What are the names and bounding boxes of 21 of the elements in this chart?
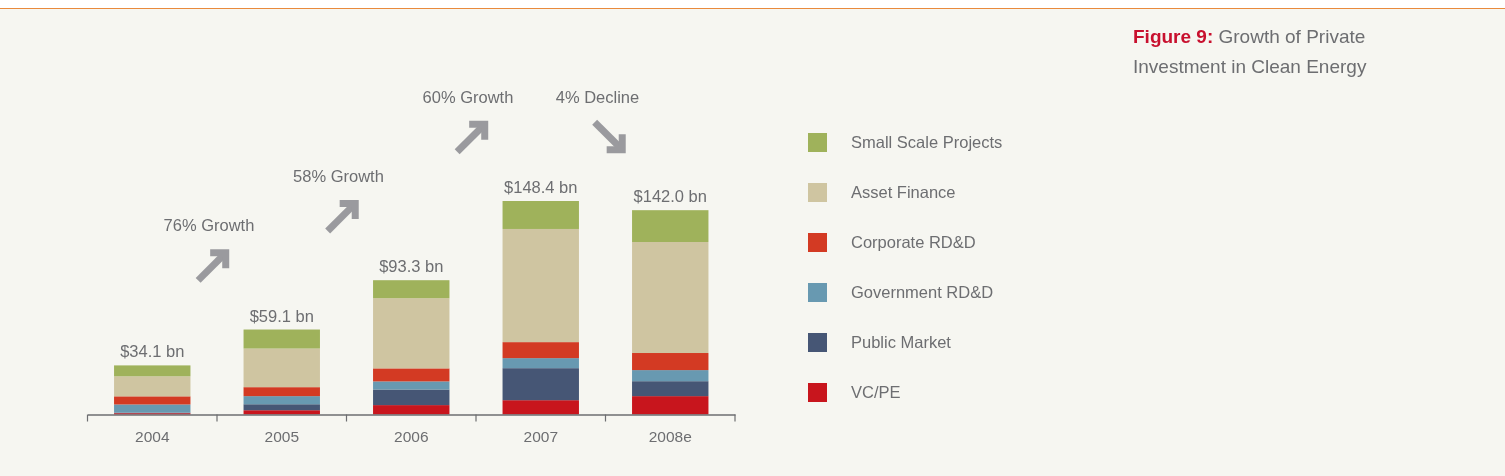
x-tick-label: 2004 bbox=[135, 427, 170, 445]
text: 58% Growth bbox=[293, 166, 384, 185]
text: 4% Decline bbox=[555, 87, 640, 106]
annotation: $93.3 bn bbox=[379, 257, 444, 276]
x-tick-label: 2006 bbox=[394, 427, 429, 445]
annotation: $34.1 bn bbox=[120, 342, 185, 361]
annotation: $148.4 bn bbox=[504, 178, 578, 196]
legend-label: Public Market bbox=[851, 333, 952, 352]
text: 60% Growth bbox=[422, 87, 514, 106]
legend-label: VC/PE bbox=[851, 383, 901, 402]
x-tick-label: 2005 bbox=[264, 427, 299, 445]
annotation: $59.1 bn bbox=[249, 306, 314, 325]
legend-label: Asset Finance bbox=[851, 183, 956, 202]
legend-label: Small Scale Projects bbox=[851, 133, 1003, 152]
legend-label: Corporate RD&D bbox=[851, 233, 976, 252]
annotation: 76% Growth bbox=[163, 216, 255, 235]
text: Figure 9: Growth of Private Investment in Clean Energy bbox=[1133, 26, 1367, 77]
x-tick-label: 2007 bbox=[523, 427, 558, 445]
x-tick-label: 2008e bbox=[648, 427, 692, 445]
legend-label: Government RD&D bbox=[851, 283, 994, 302]
annotation: $142.0 bn bbox=[633, 187, 707, 206]
